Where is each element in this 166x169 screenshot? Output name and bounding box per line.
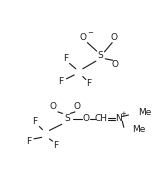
Text: F: F: [58, 77, 64, 86]
Text: +: +: [120, 111, 126, 117]
Text: S: S: [98, 51, 103, 60]
Text: O: O: [50, 102, 57, 111]
Text: O: O: [110, 33, 117, 42]
Text: Me: Me: [132, 125, 146, 134]
Text: CH: CH: [95, 114, 108, 123]
Text: O: O: [112, 61, 119, 69]
Text: −: −: [87, 30, 93, 36]
Text: O: O: [74, 102, 81, 111]
Text: F: F: [53, 140, 58, 150]
Text: F: F: [32, 117, 37, 126]
Text: S: S: [64, 114, 70, 123]
Text: O: O: [82, 114, 89, 123]
Text: Me: Me: [138, 108, 151, 117]
Text: F: F: [86, 79, 91, 88]
Text: O: O: [79, 33, 86, 42]
Text: N: N: [115, 114, 122, 123]
Text: F: F: [26, 137, 31, 147]
Text: F: F: [63, 54, 68, 63]
